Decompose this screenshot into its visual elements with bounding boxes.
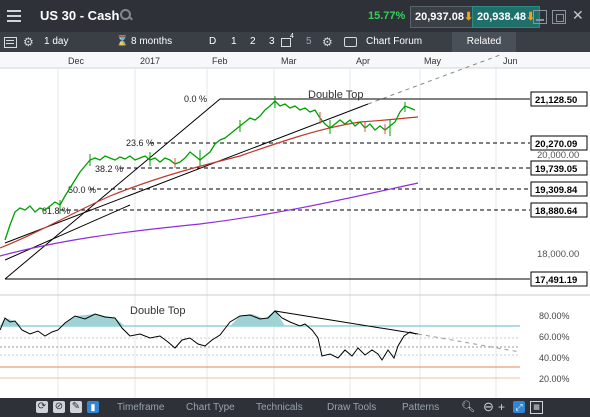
minimize-icon[interactable] xyxy=(533,10,547,24)
gear-icon[interactable]: ⚙ xyxy=(322,35,333,49)
close-icon[interactable]: ✕ xyxy=(572,7,584,23)
buy-price: 20,938.48 xyxy=(477,11,526,23)
price-label-20270: 20,270.09 xyxy=(530,135,588,151)
down-candles xyxy=(174,112,386,168)
related-label: Related xyxy=(466,36,502,47)
chart-type-button[interactable]: Chart Type xyxy=(186,402,235,413)
oscillator-annotation: Double Top xyxy=(130,305,185,317)
block-icon[interactable]: ⊘ xyxy=(53,401,65,413)
related-tab[interactable]: Related xyxy=(452,32,516,52)
refresh-icon[interactable]: ⟳ xyxy=(36,401,48,413)
zoom-icon[interactable]: 🔍︎ xyxy=(461,401,475,413)
layout-1-button[interactable]: 1 xyxy=(231,36,237,47)
svg-text:17,491.19: 17,491.19 xyxy=(535,275,577,286)
down-arrow-icon: ⬇ xyxy=(463,11,474,23)
double-top-annotation: Double Top xyxy=(308,89,363,101)
price-label-21128: 21,128.50 xyxy=(530,91,588,107)
osc-label-60: 60.00% xyxy=(539,332,570,342)
interval-selector[interactable]: 1 day xyxy=(44,36,69,47)
sell-price: 20,937.08 xyxy=(415,11,464,23)
fit-icon[interactable]: ⤢ xyxy=(513,401,525,413)
x-label-2017: 2017 xyxy=(140,56,160,66)
range-selector[interactable]: 8 months xyxy=(131,36,173,47)
price-axis: 21,128.50 20,270.09 20,000.00 19,739.05 … xyxy=(530,91,588,287)
layout-2-button[interactable]: 2 xyxy=(250,36,256,47)
title-bar: US 30 - Cash 15.77% 20,937.08⬇ 20,938.48… xyxy=(0,0,590,32)
price-label-18000: 18,000.00 xyxy=(537,249,579,260)
technicals-button[interactable]: Technicals xyxy=(256,402,303,413)
patterns-button[interactable]: Patterns xyxy=(402,402,440,413)
fibonacci-lines xyxy=(4,98,530,280)
overbought-fill xyxy=(0,310,285,326)
osc-label-20: 20.00% xyxy=(539,374,570,384)
candle-wicks xyxy=(59,96,406,214)
price-label-19739: 19,739.05 xyxy=(530,160,588,176)
indicator-badge: 4 xyxy=(290,33,294,40)
osc-label-80: 80.00% xyxy=(539,311,570,321)
change-percent: 15.77% xyxy=(368,10,406,22)
price-label-18880: 18,880.64 xyxy=(530,202,588,218)
oscillator-axis: 80.00% 60.00% 40.00% 20.00% xyxy=(539,311,570,384)
hourglass-icon[interactable]: ⌛ xyxy=(116,36,129,47)
price-label-20000: 20,000.00 xyxy=(537,150,579,161)
price-label-17491: 17,491.19 xyxy=(530,271,588,287)
popout-icon[interactable] xyxy=(552,10,566,24)
search-icon[interactable] xyxy=(119,8,133,22)
timeframe-button[interactable]: Timeframe xyxy=(117,402,165,413)
moving-average-red xyxy=(0,116,419,249)
x-label-jun: Jun xyxy=(503,56,518,66)
oscillator-panel: Double Top xyxy=(0,305,521,379)
chart-forum-button[interactable]: Chart Forum xyxy=(366,36,423,47)
sell-price-button[interactable]: 20,937.08⬇ xyxy=(410,6,479,28)
fib-label-50: 50.0 % xyxy=(68,185,96,195)
layout-3-button[interactable]: 3 xyxy=(269,36,275,47)
oscillator-line xyxy=(0,310,417,361)
x-label-mar: Mar xyxy=(281,56,297,66)
menu-icon[interactable] xyxy=(6,8,22,24)
bottom-toolbar: ⟳ ⊘ ✎ ▮ Timeframe Chart Type Technicals … xyxy=(0,398,590,417)
fib-label-236: 23.6 % xyxy=(126,138,154,148)
draw-tools-button[interactable]: Draw Tools xyxy=(327,402,377,413)
zoom-out-icon[interactable]: ⊖ xyxy=(483,399,494,414)
zoom-in-icon[interactable]: + xyxy=(498,400,506,414)
svg-text:20,270.09: 20,270.09 xyxy=(535,139,577,150)
fib-label-618: 61.8 % xyxy=(42,206,70,216)
x-label-may: May xyxy=(424,56,442,66)
x-label-dec: Dec xyxy=(68,56,85,66)
buy-price-button[interactable]: 20,938.48⬇ xyxy=(472,6,541,28)
osc-label-40: 40.00% xyxy=(539,353,570,363)
scale-icon[interactable]: ▦ xyxy=(530,401,543,414)
fibonacci-labels: 0.0 % 23.6 % 38.2 % 50.0 % 61.8 % xyxy=(42,94,207,216)
window-title: US 30 - Cash xyxy=(40,8,120,23)
gear-icon[interactable]: ⚙ xyxy=(23,35,34,49)
pencil-icon[interactable]: ✎ xyxy=(70,401,82,413)
chart-toolbar: ⚙ 1 day ⌛ 8 months D 1 2 3 4 5 ⚙ Chart F… xyxy=(0,32,590,52)
price-series xyxy=(4,100,416,241)
chart-type-d-button[interactable]: D xyxy=(209,36,217,47)
fib-label-0: 0.0 % xyxy=(184,94,207,104)
svg-text:21,128.50: 21,128.50 xyxy=(535,95,577,106)
fib-label-382: 38.2 % xyxy=(95,164,123,174)
time-axis-labels: Dec 2017 Feb Mar Apr May Jun xyxy=(68,56,518,66)
trend-lines xyxy=(4,103,369,261)
x-label-feb: Feb xyxy=(212,56,228,66)
bookmark-icon[interactable]: ▮ xyxy=(87,401,99,413)
svg-text:19,309.84: 19,309.84 xyxy=(535,185,578,196)
svg-text:18,880.64: 18,880.64 xyxy=(535,206,578,217)
x-label-apr: Apr xyxy=(356,56,370,66)
price-label-19309: 19,309.84 xyxy=(530,181,588,197)
price-chart[interactable]: Dec 2017 Feb Mar Apr May Jun 0.0 % 23.6 … xyxy=(0,52,590,398)
svg-text:19,739.05: 19,739.05 xyxy=(535,164,578,175)
moving-average-purple xyxy=(0,182,419,257)
vertical-gridlines xyxy=(57,68,497,398)
down-arrow-icon: ⬇ xyxy=(525,11,536,23)
time-axis xyxy=(0,52,590,68)
layout-5-button[interactable]: 5 xyxy=(306,36,312,47)
